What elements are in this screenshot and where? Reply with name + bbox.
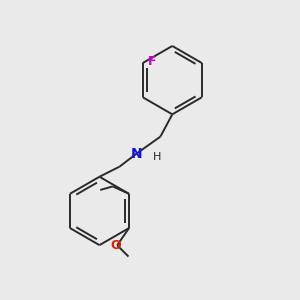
Text: H: H	[153, 152, 161, 161]
Text: F: F	[148, 55, 157, 68]
Text: N: N	[131, 147, 142, 160]
Text: O: O	[110, 239, 121, 252]
Text: methyl: methyl	[111, 184, 116, 186]
